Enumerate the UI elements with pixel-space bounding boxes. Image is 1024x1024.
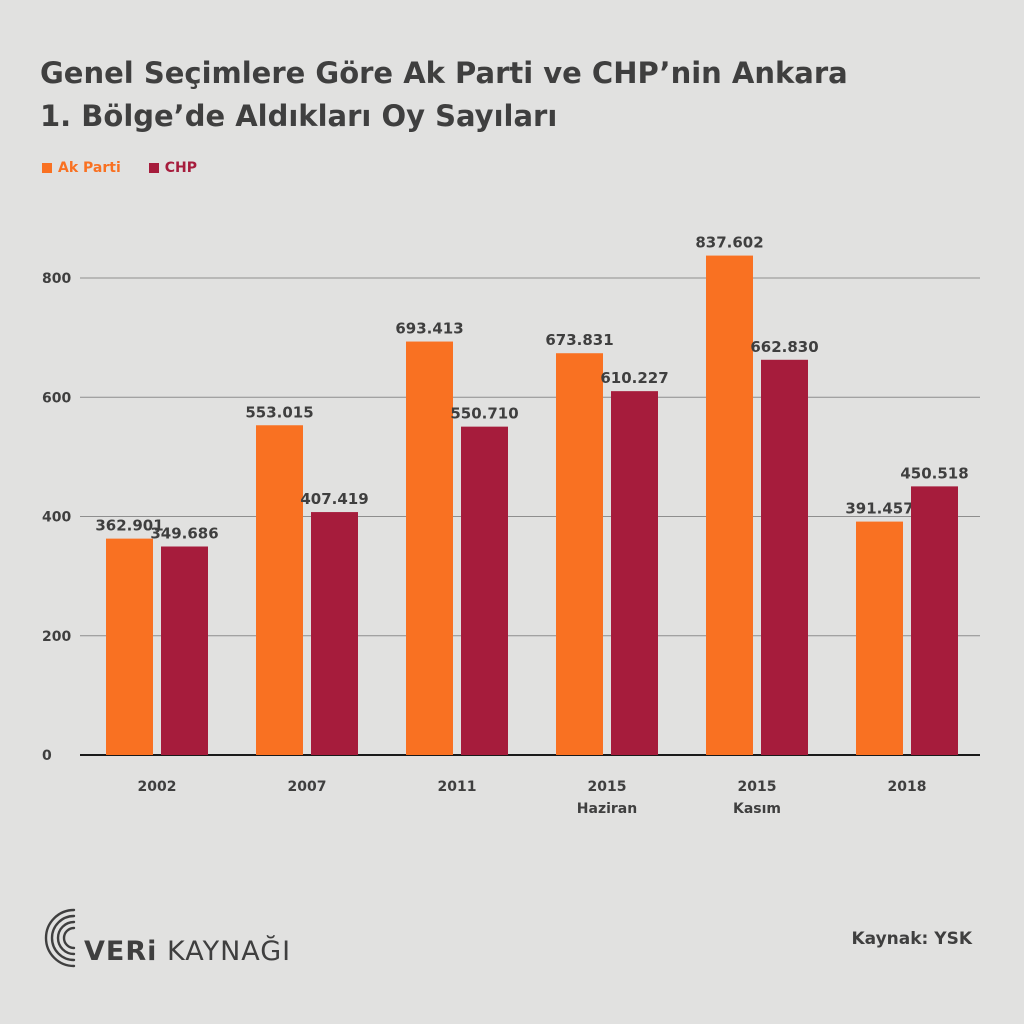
chart-title: Genel Seçimlere Göre Ak Parti ve CHP’nin…: [40, 52, 1000, 138]
data-label-chp: 610.227: [600, 369, 668, 387]
bar-ak-parti: [106, 538, 153, 755]
data-label-ak-parti: 837.602: [695, 234, 763, 252]
logo-wordmark: VERi KAYNAĞI: [84, 936, 291, 967]
data-label-chp: 349.686: [150, 524, 218, 542]
concentric-arcs-logo-icon: [44, 908, 76, 968]
chart-title-line-1: Genel Seçimlere Göre Ak Parti ve CHP’nin…: [40, 56, 848, 90]
bar-chp: [611, 391, 658, 755]
x-category-label: 2011: [438, 779, 477, 795]
bar-chp: [311, 512, 358, 755]
x-category-label: 2015: [738, 779, 777, 795]
data-label-chp: 662.830: [750, 338, 818, 356]
legend-item-chp: CHP: [148, 160, 198, 176]
data-label-ak-parti: 362.901: [95, 517, 163, 535]
y-tick-label: 800: [42, 271, 71, 287]
x-category-sublabel: Kasım: [733, 801, 781, 817]
bar-chp: [461, 426, 508, 755]
y-tick-label: 200: [42, 629, 71, 645]
bar-ak-parti: [406, 341, 453, 755]
bar-chp: [911, 486, 958, 755]
chart-legend: Ak Parti CHP: [42, 160, 197, 176]
bar-ak-parti: [256, 425, 303, 755]
data-label-chp: 550.710: [450, 405, 518, 423]
legend-label-ak-parti: Ak Parti: [58, 160, 121, 176]
logo-wordmark-bold: VERi: [84, 936, 158, 967]
data-label-ak-parti: 553.015: [245, 403, 313, 421]
data-label-ak-parti: 391.457: [845, 500, 913, 518]
legend-swatch-ak-parti: [42, 163, 52, 173]
x-category-label: 2018: [888, 779, 927, 795]
bar-ak-parti: [556, 353, 603, 755]
data-label-chp: 450.518: [900, 464, 968, 482]
y-tick-label: 600: [42, 390, 71, 406]
x-category-label: 2007: [288, 779, 327, 795]
chart-title-line-2: 1. Bölge’de Aldıkları Oy Sayıları: [40, 99, 558, 133]
data-label-ak-parti: 673.831: [545, 331, 613, 349]
legend-item-ak-parti: Ak Parti: [42, 160, 121, 176]
legend-label-chp: CHP: [164, 160, 198, 176]
source-note: Kaynak: YSK: [851, 929, 972, 949]
x-category-label: 2002: [138, 779, 177, 795]
legend-swatch-chp: [148, 163, 159, 173]
bar-chp: [161, 546, 208, 755]
logo-wordmark-rest: KAYNAĞI: [157, 936, 292, 967]
bar-ak-parti: [706, 255, 753, 755]
x-category-sublabel: Haziran: [577, 801, 637, 817]
bar-chp: [761, 359, 808, 755]
y-tick-label: 0: [42, 748, 52, 764]
y-tick-label: 400: [42, 510, 71, 526]
bar-ak-parti: [856, 521, 903, 755]
data-label-ak-parti: 693.413: [395, 320, 463, 338]
x-category-label: 2015: [588, 779, 627, 795]
data-label-chp: 407.419: [300, 490, 368, 508]
